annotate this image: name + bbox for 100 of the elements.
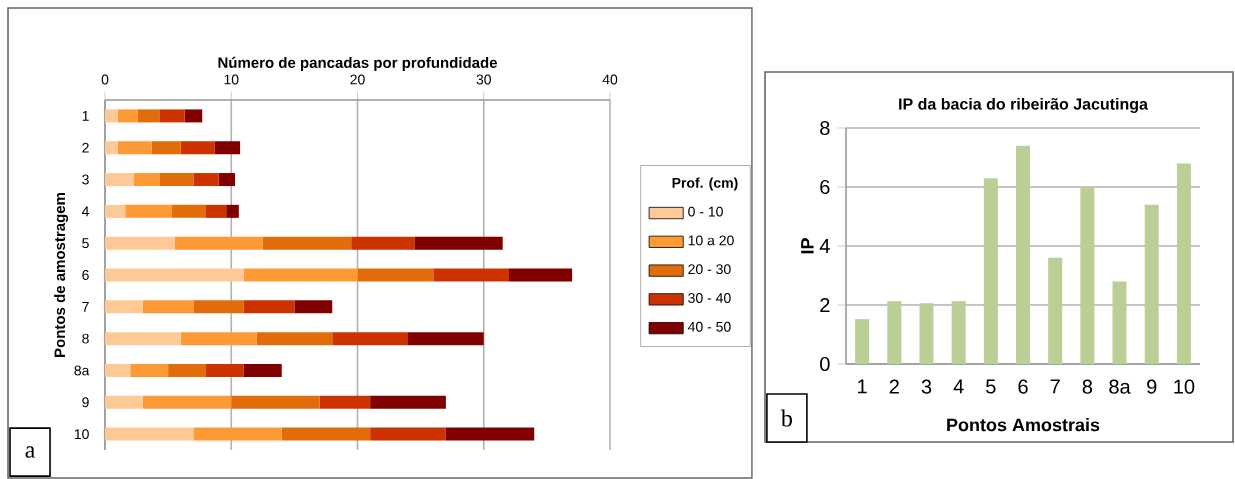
- y-tick-label: 6: [820, 179, 830, 195]
- bar: [180, 332, 257, 346]
- bar: [193, 427, 282, 441]
- y-tick-label: 6: [82, 270, 89, 280]
- x-tick-label: 8a: [1109, 379, 1131, 394]
- bar: [214, 141, 241, 155]
- legend-label: 30 - 40: [688, 293, 731, 303]
- bar: [332, 332, 409, 346]
- bar: [130, 363, 169, 377]
- y-axis-title: Pontos de amostragem: [54, 193, 69, 357]
- bar: [193, 173, 219, 187]
- text: a: [25, 446, 36, 458]
- bar: [1176, 163, 1191, 364]
- bar: [1112, 281, 1127, 364]
- bar: [125, 204, 172, 218]
- x-tick-label: 10: [1174, 379, 1195, 394]
- bar: [370, 395, 446, 409]
- bar: [1016, 145, 1031, 364]
- y-tick-label: 10: [74, 429, 89, 440]
- bar: [357, 268, 434, 282]
- bar: [105, 268, 244, 282]
- bar: [206, 363, 244, 377]
- bar: [159, 173, 194, 187]
- legend-label: 10 a 20: [688, 235, 734, 246]
- bar: [105, 236, 175, 250]
- x-tick-label: 30: [476, 74, 491, 85]
- bar: [231, 395, 320, 409]
- bar: [294, 300, 333, 314]
- bar: [887, 301, 902, 364]
- bar: [105, 332, 181, 346]
- bar: [351, 236, 415, 250]
- chart-title: IP da bacia do ribeirão Jacutinga: [899, 97, 1149, 113]
- bar: [206, 204, 227, 218]
- bar: [174, 236, 263, 250]
- bar: [151, 141, 181, 155]
- bar: [159, 109, 185, 123]
- legend-title: Prof. (cm): [672, 177, 738, 191]
- legend-label: 20 - 30: [688, 264, 731, 275]
- legend-label: 0 - 10: [688, 206, 723, 217]
- bar: [142, 395, 232, 409]
- text: b: [780, 409, 792, 427]
- y-axis-title: IP: [801, 238, 814, 254]
- bar: [445, 427, 535, 441]
- bar: [193, 300, 244, 314]
- bar: [414, 236, 503, 250]
- bar: [218, 173, 236, 187]
- y-tick-label: 2: [820, 298, 830, 312]
- x-tick-label: 20: [350, 74, 365, 85]
- bar: [243, 363, 282, 377]
- x-tick-label: 1: [858, 379, 867, 394]
- y-tick-label: 9: [82, 397, 89, 408]
- y-tick-label: 8: [820, 120, 830, 136]
- x-tick-label: 4: [953, 379, 964, 394]
- bar: [855, 319, 870, 364]
- bar: [105, 204, 126, 218]
- y-tick-label: 2: [82, 142, 89, 153]
- bar: [262, 236, 352, 250]
- y-tick-label: 7: [82, 302, 89, 312]
- bar: [951, 301, 966, 364]
- bar: [226, 204, 239, 218]
- legend-label: 40 - 50: [687, 321, 731, 332]
- y-tick-label: 8: [82, 333, 89, 344]
- bar: [180, 141, 215, 155]
- bar: [137, 109, 160, 123]
- x-tick-label: 6: [1018, 379, 1028, 394]
- bar: [281, 427, 371, 441]
- x-axis-title: Número de pancadas por profundidade: [218, 56, 498, 71]
- bar: [433, 268, 510, 282]
- bar: [256, 332, 333, 346]
- bar: [142, 300, 194, 314]
- bar: [983, 178, 998, 364]
- bar: [168, 363, 207, 377]
- y-tick-label: 3: [82, 174, 89, 185]
- y-tick-label: 8a: [74, 365, 90, 376]
- bar: [105, 141, 118, 155]
- bar: [117, 109, 138, 123]
- x-tick-label: 7: [1050, 379, 1060, 394]
- x-tick-label: 5: [986, 379, 996, 394]
- x-axis-title: Pontos Amostrais: [947, 418, 1100, 432]
- bar: [509, 268, 573, 282]
- bar: [105, 109, 118, 123]
- x-tick-label: 40: [602, 74, 618, 85]
- bar: [319, 395, 371, 409]
- x-tick-label: 8: [1082, 379, 1093, 394]
- y-tick-label: 4: [819, 239, 830, 253]
- bar: [919, 303, 934, 364]
- bar: [408, 332, 484, 346]
- bar: [105, 427, 194, 441]
- bar: [243, 268, 358, 282]
- x-tick-label: 0: [101, 74, 109, 85]
- y-tick-label: 5: [82, 238, 89, 249]
- bar: [105, 395, 143, 409]
- x-tick-label: 3: [921, 379, 932, 394]
- bar: [1144, 204, 1159, 364]
- x-tick-label: 2: [889, 379, 899, 394]
- y-tick-label: 0: [820, 356, 830, 372]
- bar: [105, 300, 143, 314]
- y-tick-label: 1: [82, 111, 89, 121]
- bar: [105, 173, 135, 187]
- bar: [171, 204, 207, 218]
